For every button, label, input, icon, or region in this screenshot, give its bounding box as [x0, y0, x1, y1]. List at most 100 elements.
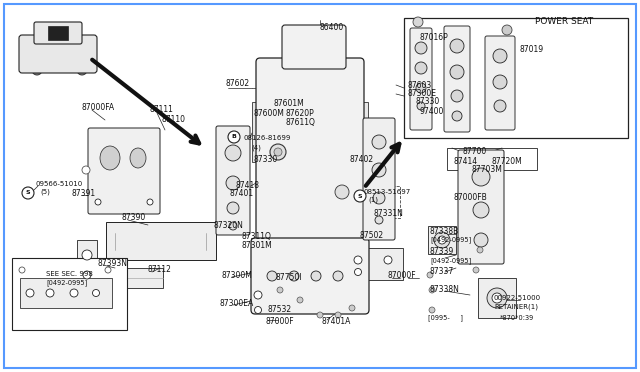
- Circle shape: [19, 267, 25, 273]
- Text: S: S: [26, 190, 30, 196]
- Circle shape: [415, 42, 427, 54]
- Circle shape: [415, 62, 427, 74]
- FancyBboxPatch shape: [282, 25, 346, 69]
- FancyBboxPatch shape: [410, 28, 432, 130]
- Text: 87603: 87603: [408, 80, 432, 90]
- Circle shape: [70, 289, 78, 297]
- Bar: [280, 270, 350, 288]
- Bar: [404, 18, 628, 138]
- Ellipse shape: [130, 148, 146, 168]
- Bar: [48, 26, 68, 40]
- Text: 87338N: 87338N: [430, 285, 460, 294]
- Ellipse shape: [100, 146, 120, 170]
- Bar: [252, 102, 264, 162]
- Circle shape: [492, 293, 502, 303]
- Text: (1): (1): [368, 197, 378, 203]
- Circle shape: [77, 65, 87, 75]
- FancyBboxPatch shape: [34, 22, 82, 44]
- FancyBboxPatch shape: [216, 126, 250, 235]
- Bar: [428, 226, 456, 254]
- Text: 87000FB: 87000FB: [453, 192, 487, 202]
- Circle shape: [349, 305, 355, 311]
- Text: 87331N: 87331N: [374, 208, 404, 218]
- Text: 87300EA: 87300EA: [220, 298, 254, 308]
- Text: 87600M: 87600M: [254, 109, 285, 118]
- Circle shape: [354, 190, 366, 202]
- Circle shape: [95, 199, 101, 205]
- Circle shape: [335, 312, 341, 318]
- Circle shape: [335, 185, 349, 199]
- Circle shape: [487, 288, 507, 308]
- FancyBboxPatch shape: [485, 36, 515, 130]
- Circle shape: [225, 145, 241, 161]
- Circle shape: [473, 267, 479, 273]
- Circle shape: [147, 199, 153, 205]
- Circle shape: [452, 111, 462, 121]
- Text: 87720M: 87720M: [492, 157, 523, 166]
- Circle shape: [274, 148, 282, 156]
- Text: 87414: 87414: [454, 157, 478, 166]
- Text: 87300E: 87300E: [407, 90, 436, 99]
- Text: 87330: 87330: [254, 155, 278, 164]
- Circle shape: [93, 289, 99, 296]
- Circle shape: [289, 271, 299, 281]
- Text: 08126-81699: 08126-81699: [243, 135, 291, 141]
- Text: 09566-51010: 09566-51010: [36, 181, 83, 187]
- Text: 87700: 87700: [463, 148, 487, 157]
- Circle shape: [333, 271, 343, 281]
- FancyBboxPatch shape: [444, 26, 470, 132]
- Circle shape: [494, 100, 506, 112]
- Circle shape: [434, 232, 450, 248]
- Circle shape: [277, 287, 283, 293]
- Circle shape: [255, 307, 262, 314]
- Circle shape: [32, 65, 42, 75]
- Text: *870*0:39: *870*0:39: [500, 315, 534, 321]
- Bar: [447, 148, 537, 170]
- Text: 87000FA: 87000FA: [82, 103, 115, 112]
- Text: 87300M: 87300M: [221, 270, 252, 279]
- Circle shape: [355, 269, 362, 276]
- Circle shape: [450, 39, 464, 53]
- Circle shape: [82, 166, 90, 174]
- Circle shape: [473, 202, 489, 218]
- Bar: [93, 268, 163, 288]
- FancyBboxPatch shape: [251, 238, 369, 314]
- Text: 87016P: 87016P: [419, 33, 448, 42]
- Circle shape: [502, 25, 512, 35]
- Circle shape: [427, 272, 433, 278]
- Circle shape: [83, 271, 91, 279]
- Bar: [352, 186, 400, 218]
- Circle shape: [438, 236, 446, 244]
- Text: 87502: 87502: [359, 231, 383, 241]
- Text: 00922-51000: 00922-51000: [494, 295, 541, 301]
- Bar: [12, 258, 127, 330]
- FancyBboxPatch shape: [19, 35, 97, 73]
- Text: 87338B: 87338B: [430, 227, 460, 235]
- Text: 87019: 87019: [519, 45, 543, 55]
- Circle shape: [297, 297, 303, 303]
- Circle shape: [254, 291, 262, 299]
- Bar: [100, 180, 148, 202]
- Circle shape: [493, 75, 507, 89]
- Text: 87112: 87112: [147, 266, 171, 275]
- Bar: [106, 222, 216, 260]
- Text: POWER SEAT: POWER SEAT: [535, 17, 593, 26]
- Text: 87611Q: 87611Q: [285, 118, 315, 126]
- Circle shape: [270, 144, 286, 160]
- Text: 87110: 87110: [161, 115, 185, 124]
- Text: 97400: 97400: [419, 106, 444, 115]
- Text: S: S: [358, 193, 362, 199]
- Text: 87532: 87532: [268, 305, 292, 314]
- Circle shape: [429, 307, 435, 313]
- Text: 87320N: 87320N: [213, 221, 243, 231]
- Circle shape: [450, 65, 464, 79]
- Text: 87601M: 87601M: [274, 99, 305, 108]
- Text: 87111: 87111: [150, 106, 174, 115]
- Circle shape: [227, 202, 239, 214]
- Text: 87703M: 87703M: [472, 166, 503, 174]
- Text: 87000F: 87000F: [387, 272, 415, 280]
- Circle shape: [46, 289, 54, 297]
- Text: [0492-0995]: [0492-0995]: [430, 258, 471, 264]
- Text: 87750l: 87750l: [275, 273, 301, 282]
- Bar: [356, 102, 368, 162]
